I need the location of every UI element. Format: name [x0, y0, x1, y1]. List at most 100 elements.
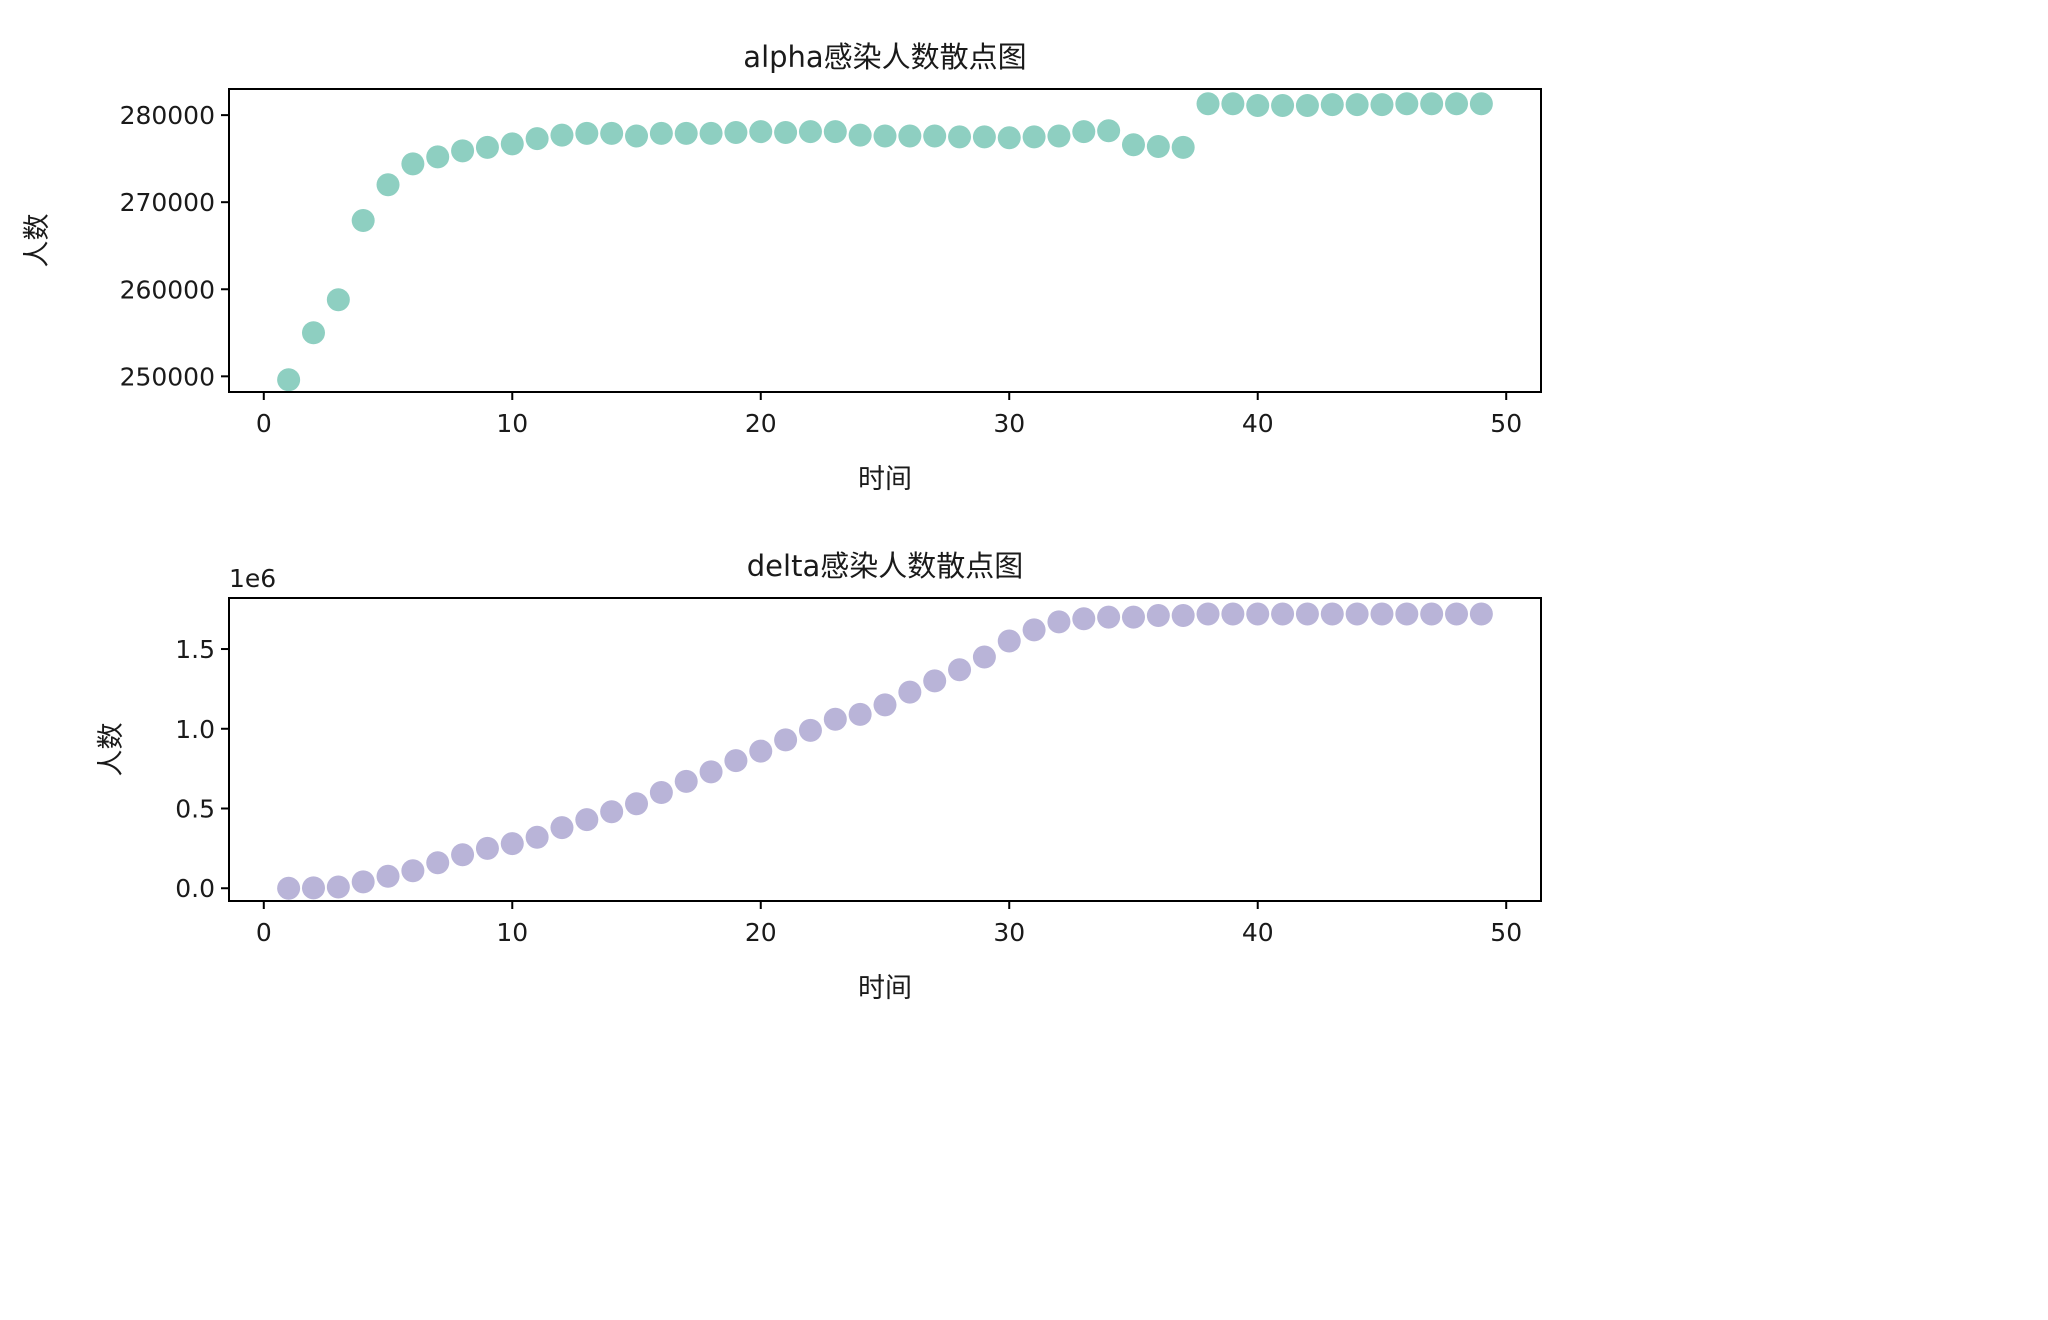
plot-frame	[228, 88, 1542, 393]
data-point	[1072, 120, 1096, 144]
data-point	[848, 123, 872, 147]
data-point	[798, 120, 822, 144]
data-point	[475, 135, 499, 159]
data-point	[426, 851, 450, 875]
data-point	[426, 145, 450, 169]
data-point	[376, 864, 400, 888]
data-point	[873, 693, 897, 717]
x-tick-label: 20	[745, 409, 777, 438]
y-tick-label: 0.5	[175, 795, 215, 824]
x-axis-label: 时间	[858, 973, 912, 1004]
data-point	[724, 121, 748, 145]
data-point	[1196, 92, 1220, 116]
data-point	[923, 669, 947, 693]
data-point	[1420, 92, 1444, 116]
x-tick-label: 30	[993, 918, 1025, 947]
data-point	[326, 288, 350, 312]
x-tick-label: 20	[745, 918, 777, 947]
data-point	[1171, 135, 1195, 159]
scatter-series	[277, 602, 1493, 900]
data-point	[898, 124, 922, 148]
data-point	[1022, 125, 1046, 149]
data-point	[376, 173, 400, 197]
data-point	[848, 702, 872, 726]
data-point	[749, 120, 773, 144]
data-point	[1121, 605, 1145, 629]
data-point	[1469, 602, 1493, 626]
data-point	[774, 121, 798, 145]
data-point	[1246, 94, 1270, 118]
data-point	[1097, 605, 1121, 629]
data-point	[1097, 119, 1121, 143]
data-point	[1445, 602, 1469, 626]
data-point	[550, 123, 574, 147]
data-point	[500, 832, 524, 856]
data-point	[823, 707, 847, 731]
data-point	[1171, 604, 1195, 628]
data-point	[1445, 92, 1469, 116]
subplot-1: alpha感染人数散点图 0 10 20 30 40 50 250000 260000 27000…	[22, 40, 1542, 495]
data-point	[1047, 610, 1071, 634]
data-point	[1022, 618, 1046, 642]
data-point	[1221, 602, 1245, 626]
data-point	[1469, 92, 1493, 116]
data-point	[1295, 94, 1319, 118]
data-point	[798, 718, 822, 742]
data-point	[326, 875, 350, 899]
data-point	[1395, 602, 1419, 626]
data-point	[923, 124, 947, 148]
data-point	[1221, 92, 1245, 116]
data-point	[997, 629, 1021, 653]
data-point	[724, 749, 748, 773]
data-point	[997, 126, 1021, 150]
x-tick-label: 40	[1242, 409, 1274, 438]
data-point	[1295, 602, 1319, 626]
data-point	[401, 152, 425, 176]
data-point	[600, 800, 624, 824]
data-point	[699, 121, 723, 145]
data-point	[972, 645, 996, 669]
data-point	[972, 125, 996, 149]
y-tick-label: 250000	[120, 362, 215, 391]
data-point	[1121, 133, 1145, 157]
data-point	[625, 124, 649, 148]
data-point	[1420, 602, 1444, 626]
y-axis-label: 人数	[96, 723, 127, 777]
x-tick-label: 0	[256, 409, 272, 438]
data-point	[1072, 607, 1096, 631]
x-tick-label: 50	[1490, 918, 1522, 947]
y-tick-label: 0.0	[175, 874, 215, 903]
data-point	[575, 808, 599, 832]
x-tick-label: 50	[1490, 409, 1522, 438]
data-point	[1246, 602, 1270, 626]
data-point	[699, 760, 723, 784]
data-point	[1345, 602, 1369, 626]
data-point	[1370, 602, 1394, 626]
data-point	[351, 870, 375, 894]
y-offset-label: 1e6	[229, 564, 276, 593]
data-point	[475, 836, 499, 860]
data-point	[301, 876, 325, 900]
x-axis-label: 时间	[858, 464, 912, 495]
data-point	[898, 680, 922, 704]
data-point	[550, 816, 574, 840]
chart-title: alpha感染人数散点图	[743, 40, 1026, 74]
x-tick-label: 30	[993, 409, 1025, 438]
data-point	[525, 127, 549, 151]
data-point	[1395, 92, 1419, 116]
y-tick-label: 1.5	[175, 635, 215, 664]
data-point	[1370, 93, 1394, 117]
data-point	[277, 368, 301, 392]
x-tick-label: 10	[496, 918, 528, 947]
y-tick-label: 1.0	[175, 715, 215, 744]
data-point	[451, 139, 475, 163]
x-tick-label: 10	[496, 409, 528, 438]
chart-title: delta感染人数散点图	[747, 549, 1023, 583]
data-point	[301, 321, 325, 345]
data-point	[1320, 93, 1344, 117]
data-point	[1196, 602, 1220, 626]
scatter-series	[277, 92, 1493, 392]
x-tick-label: 40	[1242, 918, 1274, 947]
data-point	[649, 781, 673, 805]
y-tick-label: 280000	[120, 101, 215, 130]
